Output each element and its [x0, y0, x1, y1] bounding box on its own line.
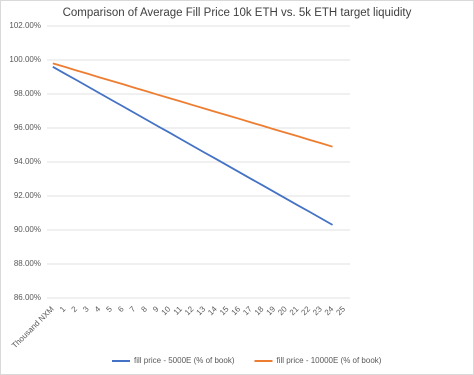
- y-tick-label: 102.00%: [9, 21, 41, 30]
- legend-label: fill price - 5000E (% of book): [134, 356, 235, 365]
- x-tick-label: 8: [139, 304, 149, 314]
- y-tick-label: 92.00%: [14, 191, 41, 200]
- x-tick-label: 4: [93, 304, 103, 314]
- y-tick-label: 94.00%: [14, 157, 41, 166]
- series-line: [52, 66, 333, 226]
- series-line: [52, 62, 333, 148]
- y-tick-label: 96.00%: [14, 123, 41, 132]
- x-tick-label: 9: [151, 304, 161, 314]
- y-tick-label: 88.00%: [14, 259, 41, 268]
- x-tick-label: 1: [58, 304, 68, 314]
- y-tick-label: 86.00%: [14, 293, 41, 302]
- x-tick-label: 7: [128, 304, 138, 314]
- legend-label: fill price - 10000E (% of book): [277, 356, 382, 365]
- chart-title: Comparison of Average Fill Price 10k ETH…: [63, 7, 412, 19]
- y-tick-label: 90.00%: [14, 225, 41, 234]
- y-tick-label: 100.00%: [9, 55, 41, 64]
- x-tick-label: 3: [81, 304, 91, 314]
- x-tick-label: 5: [104, 304, 114, 314]
- x-tick-label: 6: [116, 304, 126, 314]
- y-tick-label: 98.00%: [14, 89, 41, 98]
- x-tick-label: 2: [70, 304, 80, 314]
